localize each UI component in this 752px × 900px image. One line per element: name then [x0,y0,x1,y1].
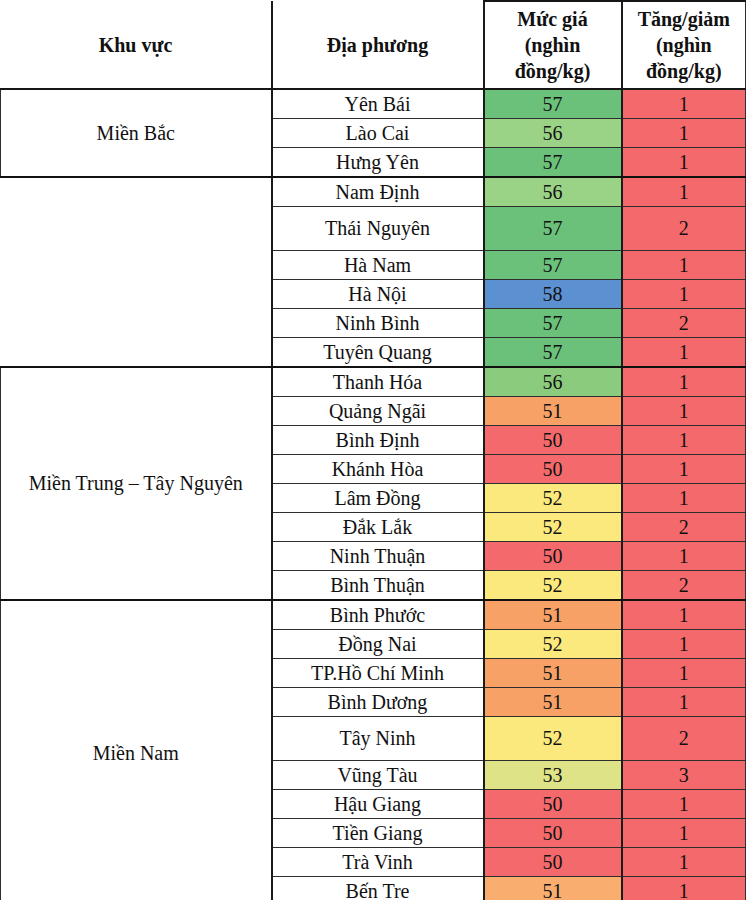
region-cell: Miền Trung – Tây Nguyên [1,367,272,600]
change-cell: 2 [622,207,746,251]
locality-cell: Tây Ninh [272,717,484,761]
table-row: Miền Trung – Tây NguyênThanh Hóa561 [1,367,746,397]
change-cell: 1 [622,455,746,484]
header-price: Mức giá (nghìn đồng/kg) [484,1,622,89]
header-row: Khu vực Địa phương Mức giá (nghìn đồng/k… [1,1,746,89]
price-table-body: Miền BắcYên Bái571Lào Cai561Hưng Yên571N… [1,89,746,900]
locality-cell: Tuyên Quang [272,338,484,368]
locality-cell: Nam Định [272,177,484,207]
header-change: Tăng/giảm (nghìn đồng/kg) [622,1,746,89]
locality-cell: Tiền Giang [272,819,484,848]
change-cell: 1 [622,426,746,455]
table-row: Nam Định561 [1,177,746,207]
change-cell: 1 [622,484,746,513]
price-cell: 50 [484,848,622,877]
locality-cell: Ninh Bình [272,309,484,338]
region-cell: Miền Bắc [1,89,272,177]
change-cell: 1 [622,790,746,819]
locality-cell: Đắk Lắk [272,513,484,542]
price-cell: 50 [484,426,622,455]
change-cell: 2 [622,309,746,338]
locality-cell: Hà Nam [272,251,484,280]
change-cell: 1 [622,688,746,717]
locality-cell: Đồng Nai [272,630,484,659]
change-cell: 2 [622,513,746,542]
locality-cell: TP.Hồ Chí Minh [272,659,484,688]
region-cell-empty [1,177,272,367]
locality-cell: Bình Định [272,426,484,455]
price-cell: 58 [484,280,622,309]
locality-cell: Ninh Thuận [272,542,484,571]
locality-cell: Lào Cai [272,119,484,148]
locality-cell: Bến Tre [272,877,484,900]
price-cell: 52 [484,630,622,659]
change-cell: 1 [622,630,746,659]
price-cell: 50 [484,542,622,571]
change-cell: 1 [622,338,746,368]
locality-cell: Yên Bái [272,89,484,119]
locality-cell: Lâm Đồng [272,484,484,513]
price-cell: 57 [484,89,622,119]
change-cell: 1 [622,542,746,571]
price-cell: 56 [484,119,622,148]
price-cell: 52 [484,571,622,601]
header-locality: Địa phương [272,1,484,89]
change-cell: 1 [622,659,746,688]
table-row: Miền BắcYên Bái571 [1,89,746,119]
locality-cell: Trà Vinh [272,848,484,877]
change-cell: 1 [622,119,746,148]
price-cell: 57 [484,338,622,368]
change-cell: 1 [622,397,746,426]
price-cell: 51 [484,877,622,900]
change-cell: 1 [622,280,746,309]
change-cell: 3 [622,761,746,790]
price-cell: 51 [484,659,622,688]
price-cell: 50 [484,455,622,484]
price-cell: 51 [484,688,622,717]
price-cell: 52 [484,717,622,761]
price-cell: 57 [484,309,622,338]
change-cell: 1 [622,877,746,900]
price-cell: 53 [484,761,622,790]
price-cell: 51 [484,397,622,426]
change-cell: 1 [622,819,746,848]
change-cell: 1 [622,848,746,877]
change-cell: 1 [622,148,746,178]
price-cell: 50 [484,819,622,848]
locality-cell: Khánh Hòa [272,455,484,484]
change-cell: 2 [622,571,746,601]
change-cell: 2 [622,717,746,761]
locality-cell: Hà Nội [272,280,484,309]
locality-cell: Hưng Yên [272,148,484,178]
price-cell: 56 [484,177,622,207]
locality-cell: Thanh Hóa [272,367,484,397]
table-header: Khu vực Địa phương Mức giá (nghìn đồng/k… [1,1,746,89]
price-cell: 57 [484,207,622,251]
change-cell: 1 [622,367,746,397]
price-cell: 57 [484,148,622,178]
change-cell: 1 [622,89,746,119]
change-cell: 1 [622,600,746,630]
locality-cell: Bình Dương [272,688,484,717]
header-region: Khu vực [1,1,272,89]
locality-cell: Bình Thuận [272,571,484,601]
price-cell: 51 [484,600,622,630]
change-cell: 1 [622,177,746,207]
locality-cell: Thái Nguyên [272,207,484,251]
change-cell: 1 [622,251,746,280]
locality-cell: Quảng Ngãi [272,397,484,426]
price-cell: 50 [484,790,622,819]
price-table: Khu vực Địa phương Mức giá (nghìn đồng/k… [0,0,746,900]
locality-cell: Hậu Giang [272,790,484,819]
locality-cell: Bình Phước [272,600,484,630]
price-cell: 52 [484,484,622,513]
price-cell: 57 [484,251,622,280]
price-cell: 56 [484,367,622,397]
locality-cell: Vũng Tàu [272,761,484,790]
price-cell: 52 [484,513,622,542]
table-row: Miền NamBình Phước511 [1,600,746,630]
region-cell: Miền Nam [1,600,272,900]
